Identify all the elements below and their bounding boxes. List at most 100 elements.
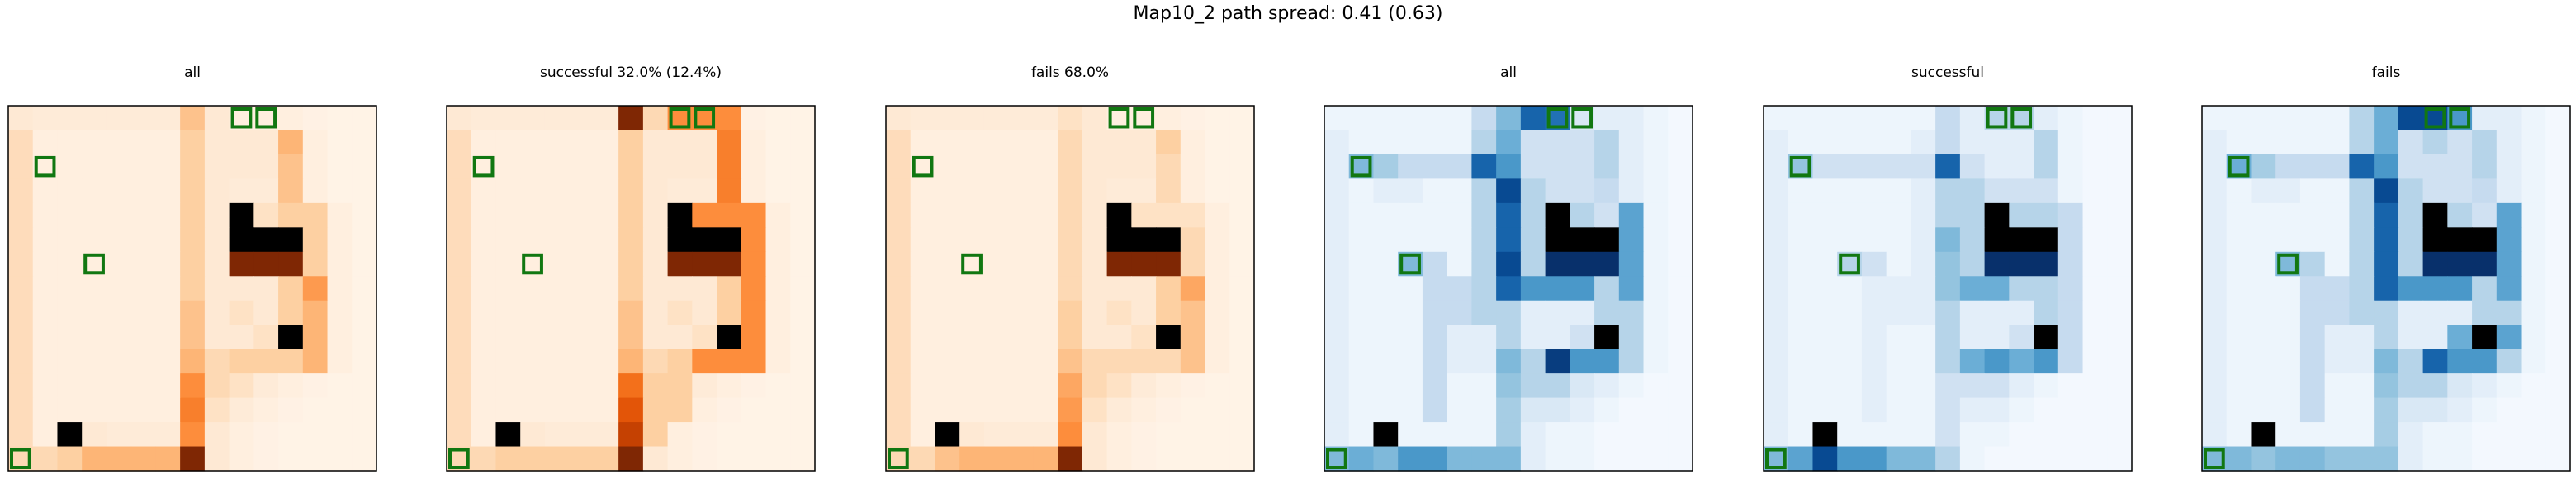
heatmap-cell xyxy=(32,446,59,472)
heatmap-cell xyxy=(2324,106,2350,131)
heatmap-cell xyxy=(2545,106,2571,131)
heatmap-cell xyxy=(790,130,816,155)
heatmap-cell xyxy=(32,300,59,325)
heatmap-cell xyxy=(1545,251,1570,277)
heatmap-cell xyxy=(1618,106,1645,131)
heatmap-cell xyxy=(1496,373,1522,399)
heatmap-cell xyxy=(2422,154,2448,179)
heatmap-cell xyxy=(1496,397,1522,423)
heatmap-cell xyxy=(106,373,132,399)
heatmap-cell xyxy=(253,397,279,423)
heatmap-cell xyxy=(1594,349,1620,374)
heatmap-cell xyxy=(2202,106,2228,131)
heatmap-cell xyxy=(8,349,34,374)
heatmap-cell xyxy=(667,154,693,179)
heatmap-cell xyxy=(302,422,329,448)
heatmap-cell xyxy=(1618,446,1645,472)
heatmap-cell xyxy=(2374,154,2399,179)
heatmap-cell xyxy=(471,325,497,350)
heatmap-cell xyxy=(2521,202,2546,228)
heatmap-cell xyxy=(57,373,83,399)
heatmap-cell xyxy=(180,178,206,204)
heatmap-cell xyxy=(1594,130,1620,155)
plot-frame xyxy=(7,105,377,472)
heatmap-cell xyxy=(2299,446,2326,472)
heatmap-cell xyxy=(1106,276,1132,301)
heatmap-cell xyxy=(2374,373,2399,399)
heatmap-cell xyxy=(910,373,936,399)
heatmap-cell xyxy=(471,373,497,399)
heatmap-cell xyxy=(717,446,742,472)
heatmap-cell xyxy=(2521,106,2546,131)
heatmap-cell xyxy=(229,446,254,472)
heatmap-cell xyxy=(569,202,594,228)
heatmap-cell xyxy=(935,300,960,325)
heatmap-cell xyxy=(1886,422,1911,448)
plot-frame xyxy=(446,105,816,472)
heatmap-cell xyxy=(495,300,521,325)
heatmap-cell xyxy=(352,202,377,228)
heatmap-cell xyxy=(2275,130,2301,155)
heatmap-cell xyxy=(2202,422,2228,448)
heatmap-cell xyxy=(57,202,83,228)
heatmap-cell xyxy=(1570,202,1595,228)
heatmap-cell xyxy=(1935,202,1961,228)
heatmap-cell xyxy=(155,300,181,325)
heatmap-cell xyxy=(544,373,571,399)
heatmap-cell xyxy=(544,300,571,325)
heatmap-cell xyxy=(1643,106,1669,131)
heatmap-cell xyxy=(594,325,619,350)
heatmap-cell xyxy=(2496,397,2522,423)
heatmap-cell xyxy=(2251,178,2276,204)
heatmap-cell xyxy=(544,349,571,374)
heatmap-cell xyxy=(569,276,594,301)
heatmap-cell xyxy=(1398,325,1423,350)
heatmap-cell xyxy=(302,276,329,301)
heatmap-cell xyxy=(2398,325,2424,350)
heatmap-cell xyxy=(1837,227,1863,253)
heatmap-cell xyxy=(765,422,791,448)
heatmap-cell xyxy=(1008,130,1034,155)
heatmap-cell xyxy=(2496,325,2522,350)
heatmap-cell xyxy=(618,422,644,448)
heatmap-cell xyxy=(1229,251,1255,277)
obstacle-cell xyxy=(1812,422,1838,448)
heatmap-cell xyxy=(2545,300,2571,325)
heatmap-cell xyxy=(692,276,717,301)
heatmap-cell xyxy=(1643,178,1669,204)
heatmap-cell xyxy=(1520,276,1546,301)
heatmap-cell xyxy=(935,276,960,301)
heatmap-cell xyxy=(1643,300,1669,325)
heatmap-cell xyxy=(910,446,936,472)
heatmap-cell xyxy=(1471,373,1497,399)
heatmap-cell xyxy=(471,106,497,131)
heatmap-cell xyxy=(1422,202,1448,228)
heatmap-cell xyxy=(886,106,912,131)
heatmap-cell xyxy=(935,202,960,228)
heatmap-cell xyxy=(1837,300,1863,325)
heatmap-cell xyxy=(2009,422,2034,448)
heatmap-cell xyxy=(935,325,960,350)
heatmap-cell xyxy=(1229,300,1255,325)
heatmap-cell xyxy=(253,422,279,448)
heatmap-cell xyxy=(741,154,767,179)
heatmap-cell xyxy=(667,251,693,277)
heatmap-cell xyxy=(1082,300,1108,325)
heatmap-cell xyxy=(471,276,497,301)
heatmap-cell xyxy=(2009,325,2034,350)
heatmap-cell xyxy=(1545,446,1570,472)
heatmap-cell xyxy=(447,106,472,131)
heatmap-cell xyxy=(1935,178,1961,204)
heatmap-cell xyxy=(1886,130,1911,155)
heatmap-cell xyxy=(642,422,669,448)
heatmap-cell xyxy=(2349,130,2375,155)
heatmap-cell xyxy=(1373,300,1399,325)
heatmap-cell xyxy=(204,202,230,228)
heatmap-cell xyxy=(2324,251,2350,277)
heatmap-cell xyxy=(1324,178,1350,204)
heatmap-cell xyxy=(569,397,594,423)
heatmap-cell xyxy=(352,106,377,131)
heatmap-cell xyxy=(8,130,34,155)
heatmap-cell xyxy=(1447,446,1472,472)
heatmap-cell xyxy=(106,227,132,253)
